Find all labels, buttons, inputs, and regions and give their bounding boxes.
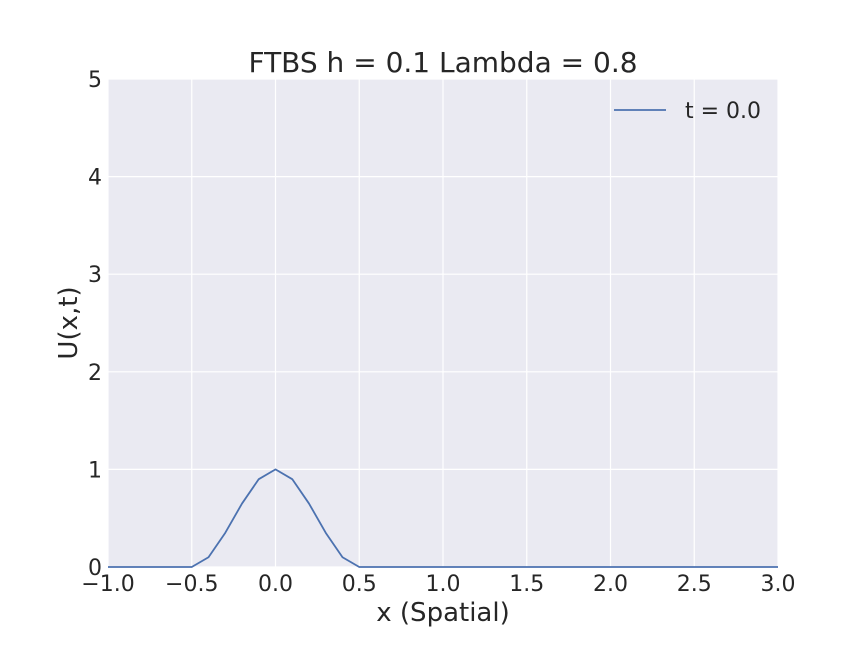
y-ticks: 0 1 2 3 4 5	[88, 68, 102, 581]
series-layer	[108, 468, 778, 568]
x-tick-label: 2.0	[593, 572, 628, 597]
y-tick-label: 4	[88, 166, 102, 191]
x-tick-label: 1.0	[426, 572, 461, 597]
x-tick-label: 3.0	[761, 572, 796, 597]
x-tick-label: 2.5	[677, 572, 712, 597]
series-line	[108, 468, 778, 568]
x-ticks: −1.0 −0.5 0.0 0.5 1.0 1.5 2.0 2.5 3.0	[81, 572, 795, 597]
x-tick-label: −1.0	[81, 572, 134, 597]
x-tick-label: 1.5	[509, 572, 544, 597]
y-tick-label: 3	[88, 263, 102, 288]
legend: t = 0.0	[614, 99, 761, 124]
y-tick-label: 2	[88, 361, 102, 386]
x-axis-label: x (Spatial)	[376, 598, 509, 628]
y-axis-label: U(x,t)	[54, 286, 84, 359]
y-tick-label: 5	[88, 68, 102, 93]
legend-label: t = 0.0	[685, 99, 761, 124]
x-tick-label: 0.5	[342, 572, 377, 597]
x-tick-label: 0.0	[258, 572, 293, 597]
chart-title: FTBS h = 0.1 Lambda = 0.8	[248, 46, 637, 79]
y-tick-label: 1	[88, 458, 102, 483]
x-tick-label: −0.5	[165, 572, 218, 597]
y-tick-label: 0	[88, 556, 102, 581]
